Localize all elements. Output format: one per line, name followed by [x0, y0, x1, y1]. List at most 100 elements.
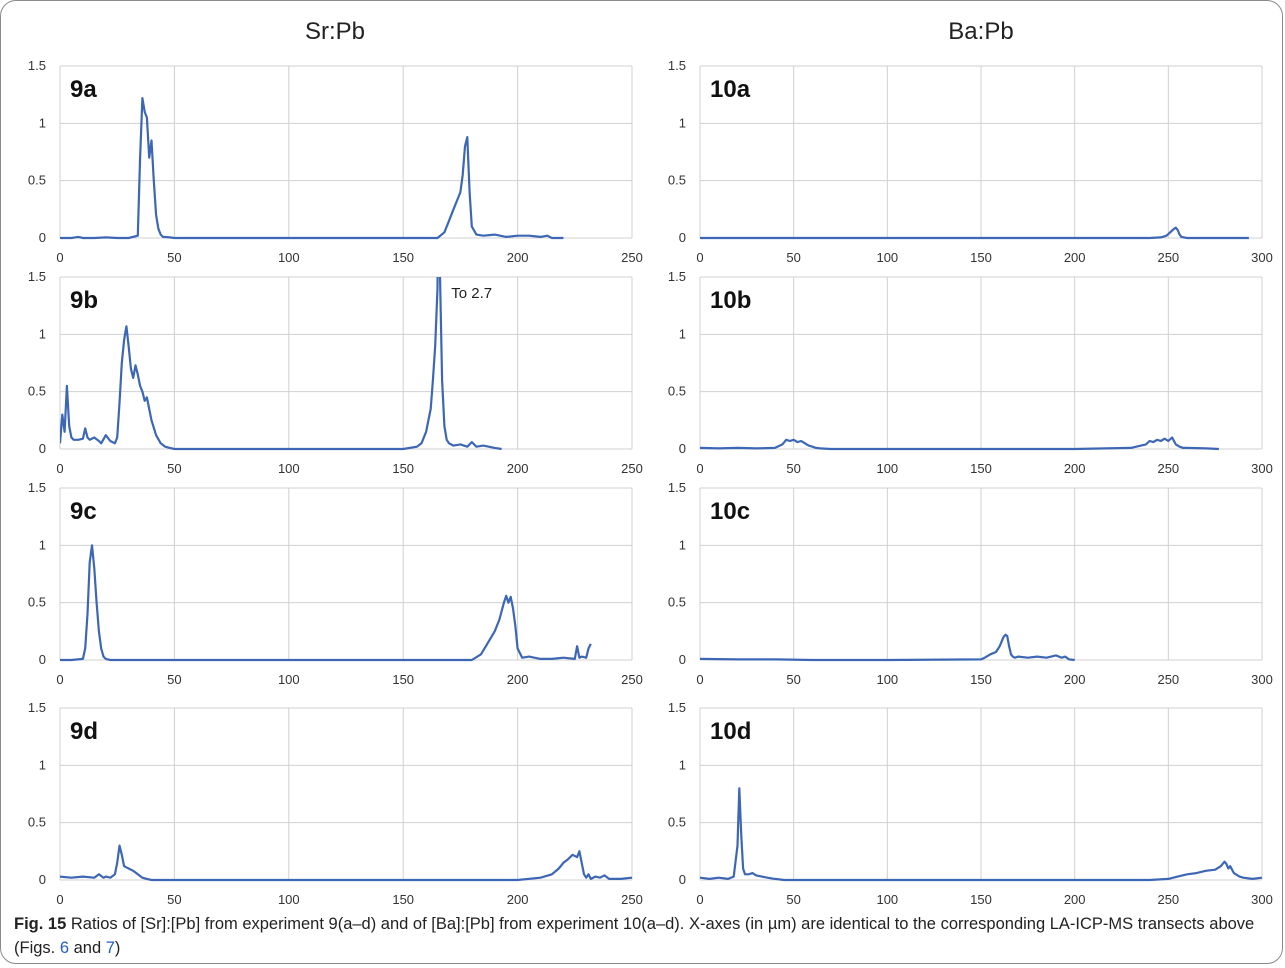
xtick-label-9c-3: 150	[392, 672, 414, 687]
panel-10d: 0 50 100 150 200 250 300 0 0.5 1 1.5 10d	[668, 700, 1273, 907]
xtick-label-9d-4: 200	[507, 892, 529, 907]
ytick-label-10c-0: 0	[679, 652, 686, 667]
xtick-label-10a-1: 50	[786, 250, 800, 265]
caption-label: Fig. 15	[14, 915, 67, 933]
xtick-label-9b-4: 200	[507, 461, 529, 476]
ytick-label-10d-0: 0	[679, 872, 686, 887]
panel-label-9b: 9b	[70, 287, 98, 314]
ytick-label-9d-1: 0.5	[28, 815, 46, 830]
xtick-label-10b-0: 0	[696, 461, 703, 476]
xtick-label-9c-2: 100	[278, 672, 300, 687]
xtick-label-9b-0: 0	[56, 461, 63, 476]
xtick-label-10d-2: 100	[876, 892, 898, 907]
xtick-label-9d-1: 50	[167, 892, 181, 907]
ytick-label-9a-3: 1.5	[28, 58, 46, 73]
xtick-label-9d-5: 250	[621, 892, 643, 907]
xtick-label-10a-6: 300	[1251, 250, 1273, 265]
panel-label-9c: 9c	[70, 498, 97, 525]
ytick-label-10d-1: 0.5	[668, 815, 686, 830]
caption-ref-fig-7[interactable]: 7	[105, 939, 115, 957]
xtick-label-10d-3: 150	[970, 892, 992, 907]
ytick-label-10a-0: 0	[679, 230, 686, 245]
xtick-label-10a-2: 100	[876, 250, 898, 265]
series-line-10a-0	[700, 226, 1249, 240]
ytick-label-10d-2: 1	[679, 757, 686, 772]
ytick-label-9d-0: 0	[39, 872, 46, 887]
xtick-label-9a-5: 250	[621, 250, 643, 265]
xtick-label-9d-0: 0	[56, 892, 63, 907]
panel-label-10d: 10d	[710, 718, 751, 745]
xtick-label-9b-5: 250	[621, 461, 643, 476]
caption-ref-fig-6[interactable]: 6	[59, 939, 70, 957]
panel-label-10b: 10b	[710, 287, 751, 314]
panel-label-10c: 10c	[710, 498, 750, 525]
xtick-label-10a-0: 0	[696, 250, 703, 265]
ytick-label-10a-1: 0.5	[668, 173, 686, 188]
xtick-label-9a-1: 50	[167, 250, 181, 265]
panel-10a: 0 50 100 150 200 250 300 0 0.5 1 1.5 10a	[668, 58, 1273, 265]
ytick-label-9a-2: 1	[39, 115, 46, 130]
ytick-label-9c-1: 0.5	[28, 595, 46, 610]
ytick-label-9d-3: 1.5	[28, 700, 46, 715]
xtick-label-10c-6: 300	[1251, 672, 1273, 687]
ytick-label-10a-2: 1	[679, 115, 686, 130]
xtick-label-10b-3: 150	[970, 461, 992, 476]
panel-9d: 0 50 100 150 200 250 0 0.5 1 1.5 9d	[28, 700, 643, 907]
xtick-label-10b-2: 100	[876, 461, 898, 476]
xtick-label-10a-3: 150	[970, 250, 992, 265]
ytick-label-9c-0: 0	[39, 652, 46, 667]
ytick-label-10b-1: 0.5	[668, 384, 686, 399]
xtick-label-10b-1: 50	[786, 461, 800, 476]
ytick-label-10c-3: 1.5	[668, 480, 686, 495]
annotation-9b: To 2.7	[451, 285, 492, 302]
xtick-label-10c-4: 200	[1064, 672, 1086, 687]
ytick-label-10c-2: 1	[679, 537, 686, 552]
xtick-label-9b-1: 50	[167, 461, 181, 476]
panel-9c: 0 50 100 150 200 250 0 0.5 1 1.5 9c	[28, 480, 643, 687]
ytick-label-10b-3: 1.5	[668, 269, 686, 284]
xtick-label-9b-3: 150	[392, 461, 414, 476]
ytick-label-10b-0: 0	[679, 441, 686, 456]
xtick-label-10a-5: 250	[1157, 250, 1179, 265]
ytick-label-9b-2: 1	[39, 326, 46, 341]
xtick-label-9a-3: 150	[392, 250, 414, 265]
ytick-label-10a-3: 1.5	[668, 58, 686, 73]
ytick-label-9a-1: 0.5	[28, 173, 46, 188]
caption-text-3: )	[114, 939, 121, 957]
xtick-label-10b-4: 200	[1064, 461, 1086, 476]
series-line-9d-0	[60, 844, 632, 882]
caption-text-1: Ratios of [Sr]:[Pb] from experiment 9(a–…	[14, 915, 1255, 957]
series-line-10d-0	[700, 787, 1262, 882]
xtick-label-10d-0: 0	[696, 892, 703, 907]
ytick-label-10c-1: 0.5	[668, 595, 686, 610]
xtick-label-9d-3: 150	[392, 892, 414, 907]
xtick-label-9a-4: 200	[507, 250, 529, 265]
xtick-label-10d-4: 200	[1064, 892, 1086, 907]
series-line-9a-0	[60, 96, 564, 240]
column-title-sr-pb: Sr:Pb	[304, 18, 366, 45]
series-line-9b-0	[60, 277, 502, 451]
series-line-10b-0	[700, 436, 1219, 451]
xtick-label-10d-1: 50	[786, 892, 800, 907]
xtick-label-10c-0: 0	[696, 672, 703, 687]
ytick-label-9a-0: 0	[39, 230, 46, 245]
ytick-label-9b-1: 0.5	[28, 384, 46, 399]
xtick-label-10b-5: 250	[1157, 461, 1179, 476]
xtick-label-9b-2: 100	[278, 461, 300, 476]
xtick-label-9d-2: 100	[278, 892, 300, 907]
panel-label-9a: 9a	[70, 76, 97, 103]
ytick-label-9b-0: 0	[39, 441, 46, 456]
panel-9a: 0 50 100 150 200 250 0 0.5 1 1.5 9a	[28, 58, 643, 265]
panel-10c: 0 50 100 150 200 250 300 0 0.5 1 1.5 10c	[668, 480, 1273, 687]
panel-label-10a: 10a	[710, 76, 751, 103]
ytick-label-9c-2: 1	[39, 537, 46, 552]
xtick-label-10c-5: 250	[1157, 672, 1179, 687]
xtick-label-10d-5: 250	[1157, 892, 1179, 907]
xtick-label-10b-6: 300	[1251, 461, 1273, 476]
figure-caption: Fig. 15 Ratios of [Sr]:[Pb] from experim…	[14, 912, 1264, 960]
xtick-label-9c-1: 50	[167, 672, 181, 687]
panel-label-9d: 9d	[70, 718, 98, 745]
xtick-label-9c-5: 250	[621, 672, 643, 687]
